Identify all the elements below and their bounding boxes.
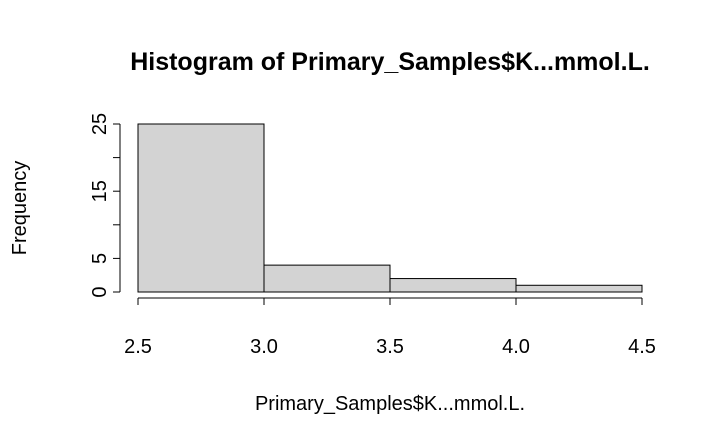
- y-tick-label: 0: [89, 286, 111, 297]
- y-axis-label: Frequency: [9, 161, 31, 256]
- y-tick-label: 5: [89, 253, 111, 264]
- x-tick-label: 4.5: [628, 336, 656, 358]
- histogram-bars: [137, 123, 643, 293]
- x-tick-label: 2.5: [124, 336, 152, 358]
- histogram-bar-1: [263, 264, 391, 293]
- x-tick-label: 3.0: [250, 336, 278, 358]
- chart-title: Histogram of Primary_Samples$K...mmol.L.: [130, 48, 650, 76]
- x-axis: 2.5 3.0 3.5 4.0 4.5: [124, 297, 656, 358]
- histogram-bar-0: [137, 123, 265, 293]
- x-axis-label: Primary_Samples$K...mmol.L.: [255, 393, 525, 415]
- x-tick-label: 4.0: [502, 336, 530, 358]
- x-tick-label: 3.5: [376, 336, 404, 358]
- y-axis: 0 5 15 25: [89, 113, 121, 298]
- histogram-bar-2: [389, 278, 517, 293]
- histogram-bar-3: [515, 284, 643, 293]
- y-tick-label: 25: [89, 113, 111, 135]
- y-tick-label: 15: [89, 180, 111, 202]
